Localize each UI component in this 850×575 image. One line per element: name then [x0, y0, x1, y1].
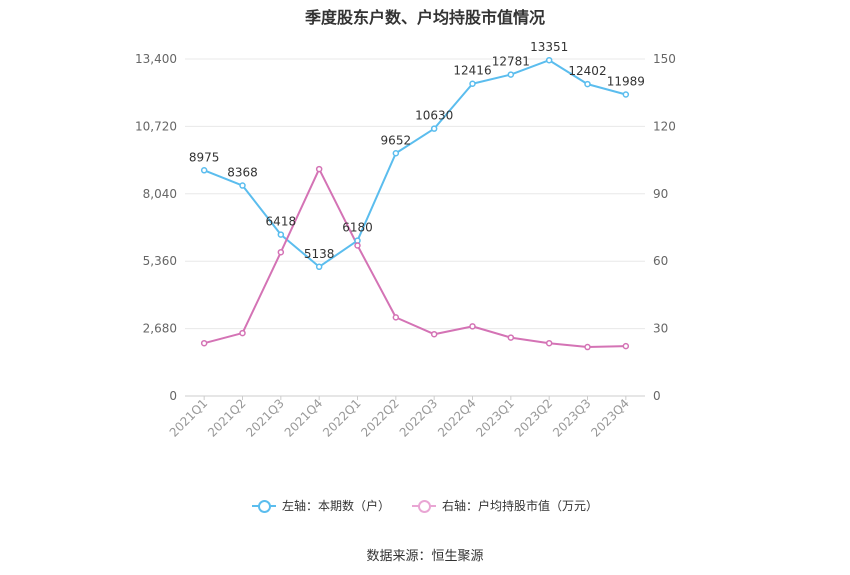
data-point-1 — [315, 165, 323, 173]
data-point-1 — [200, 339, 208, 347]
data-point-0 — [622, 91, 630, 98]
right-axis-tick-label: 120 — [653, 119, 676, 133]
right-axis-tick-label: 30 — [653, 322, 668, 336]
data-label: 6180 — [342, 221, 373, 235]
left-axis-tick-label: 8,040 — [143, 187, 177, 201]
data-label: 8975 — [189, 150, 220, 164]
legend-label-left: 左轴：本期数（户） — [281, 499, 390, 513]
data-point-1 — [622, 342, 630, 350]
data-point-1 — [354, 242, 361, 249]
legend-swatch-left — [251, 499, 276, 513]
x-axis-tick-label: 2021Q2 — [205, 396, 249, 440]
data-label: 12416 — [453, 64, 491, 78]
data-label: 6418 — [266, 215, 297, 229]
data-point-0 — [315, 263, 323, 271]
data-point-0 — [584, 80, 591, 88]
data-point-1 — [584, 343, 591, 351]
data-point-0 — [200, 167, 208, 174]
source-note: 数据来源：恒生聚源 — [366, 549, 484, 564]
left-axis-tick-label: 2,680 — [143, 322, 177, 336]
data-point-1 — [545, 339, 553, 347]
right-axis-tick-label: 90 — [653, 187, 668, 201]
data-label: 10630 — [415, 109, 453, 123]
left-axis-tick-label: 5,360 — [143, 254, 177, 268]
data-point-0 — [239, 182, 246, 189]
x-axis-tick-label: 2023Q2 — [512, 396, 556, 440]
series-line-0 — [203, 59, 627, 268]
right-axis-tick-label: 150 — [653, 52, 676, 66]
legend-label-right: 右轴：户均持股市值（万元） — [442, 499, 599, 513]
data-label: 11989 — [607, 74, 645, 88]
x-axis-tick-label: 2022Q2 — [358, 396, 402, 440]
right-axis-tick-label: 0 — [653, 389, 661, 403]
data-label: 12402 — [568, 64, 606, 78]
data-point-0 — [392, 150, 400, 157]
data-label: 8368 — [227, 166, 258, 180]
legend-item-left[interactable]: 左轴：本期数（户） — [251, 497, 390, 514]
data-label: 5138 — [304, 247, 335, 261]
x-axis-tick-label: 2023Q4 — [588, 396, 632, 440]
chart-title: 季度股东户数、户均持股市值情况 — [304, 8, 545, 27]
data-point-0 — [469, 80, 476, 87]
x-axis-tick-label: 2023Q3 — [550, 396, 594, 440]
data-point-0 — [545, 56, 553, 64]
right-axis-tick-label: 60 — [653, 254, 668, 268]
data-label: 12781 — [492, 55, 530, 69]
legend: 左轴：本期数（户） 右轴：户均持股市值（万元） — [0, 497, 850, 514]
left-axis-tick-label: 0 — [169, 389, 177, 403]
data-point-1 — [239, 329, 246, 337]
series-line-1 — [203, 168, 626, 349]
left-axis-tick-label: 10,720 — [135, 119, 177, 133]
x-axis-tick-label: 2022Q3 — [397, 396, 441, 440]
x-axis-tick-label: 2022Q4 — [435, 396, 479, 440]
x-axis-tick-label: 2021Q4 — [282, 396, 326, 440]
left-axis-tick-label: 13,400 — [135, 52, 177, 66]
data-point-0 — [277, 231, 285, 238]
data-label: 9652 — [381, 133, 412, 147]
data-point-1 — [430, 330, 438, 338]
data-label: 13351 — [530, 40, 568, 54]
data-point-1 — [469, 323, 476, 330]
data-point-0 — [507, 71, 515, 78]
data-point-1 — [507, 334, 515, 341]
x-axis-tick-label: 2021Q3 — [243, 396, 287, 440]
x-axis-tick-label: 2023Q1 — [473, 396, 517, 440]
data-point-1 — [392, 314, 400, 321]
x-axis-tick-label: 2022Q1 — [320, 396, 364, 440]
data-point-1 — [277, 248, 285, 256]
legend-swatch-right — [412, 499, 436, 513]
legend-item-right[interactable]: 右轴：户均持股市值（万元） — [412, 497, 598, 514]
data-point-0 — [430, 125, 438, 132]
